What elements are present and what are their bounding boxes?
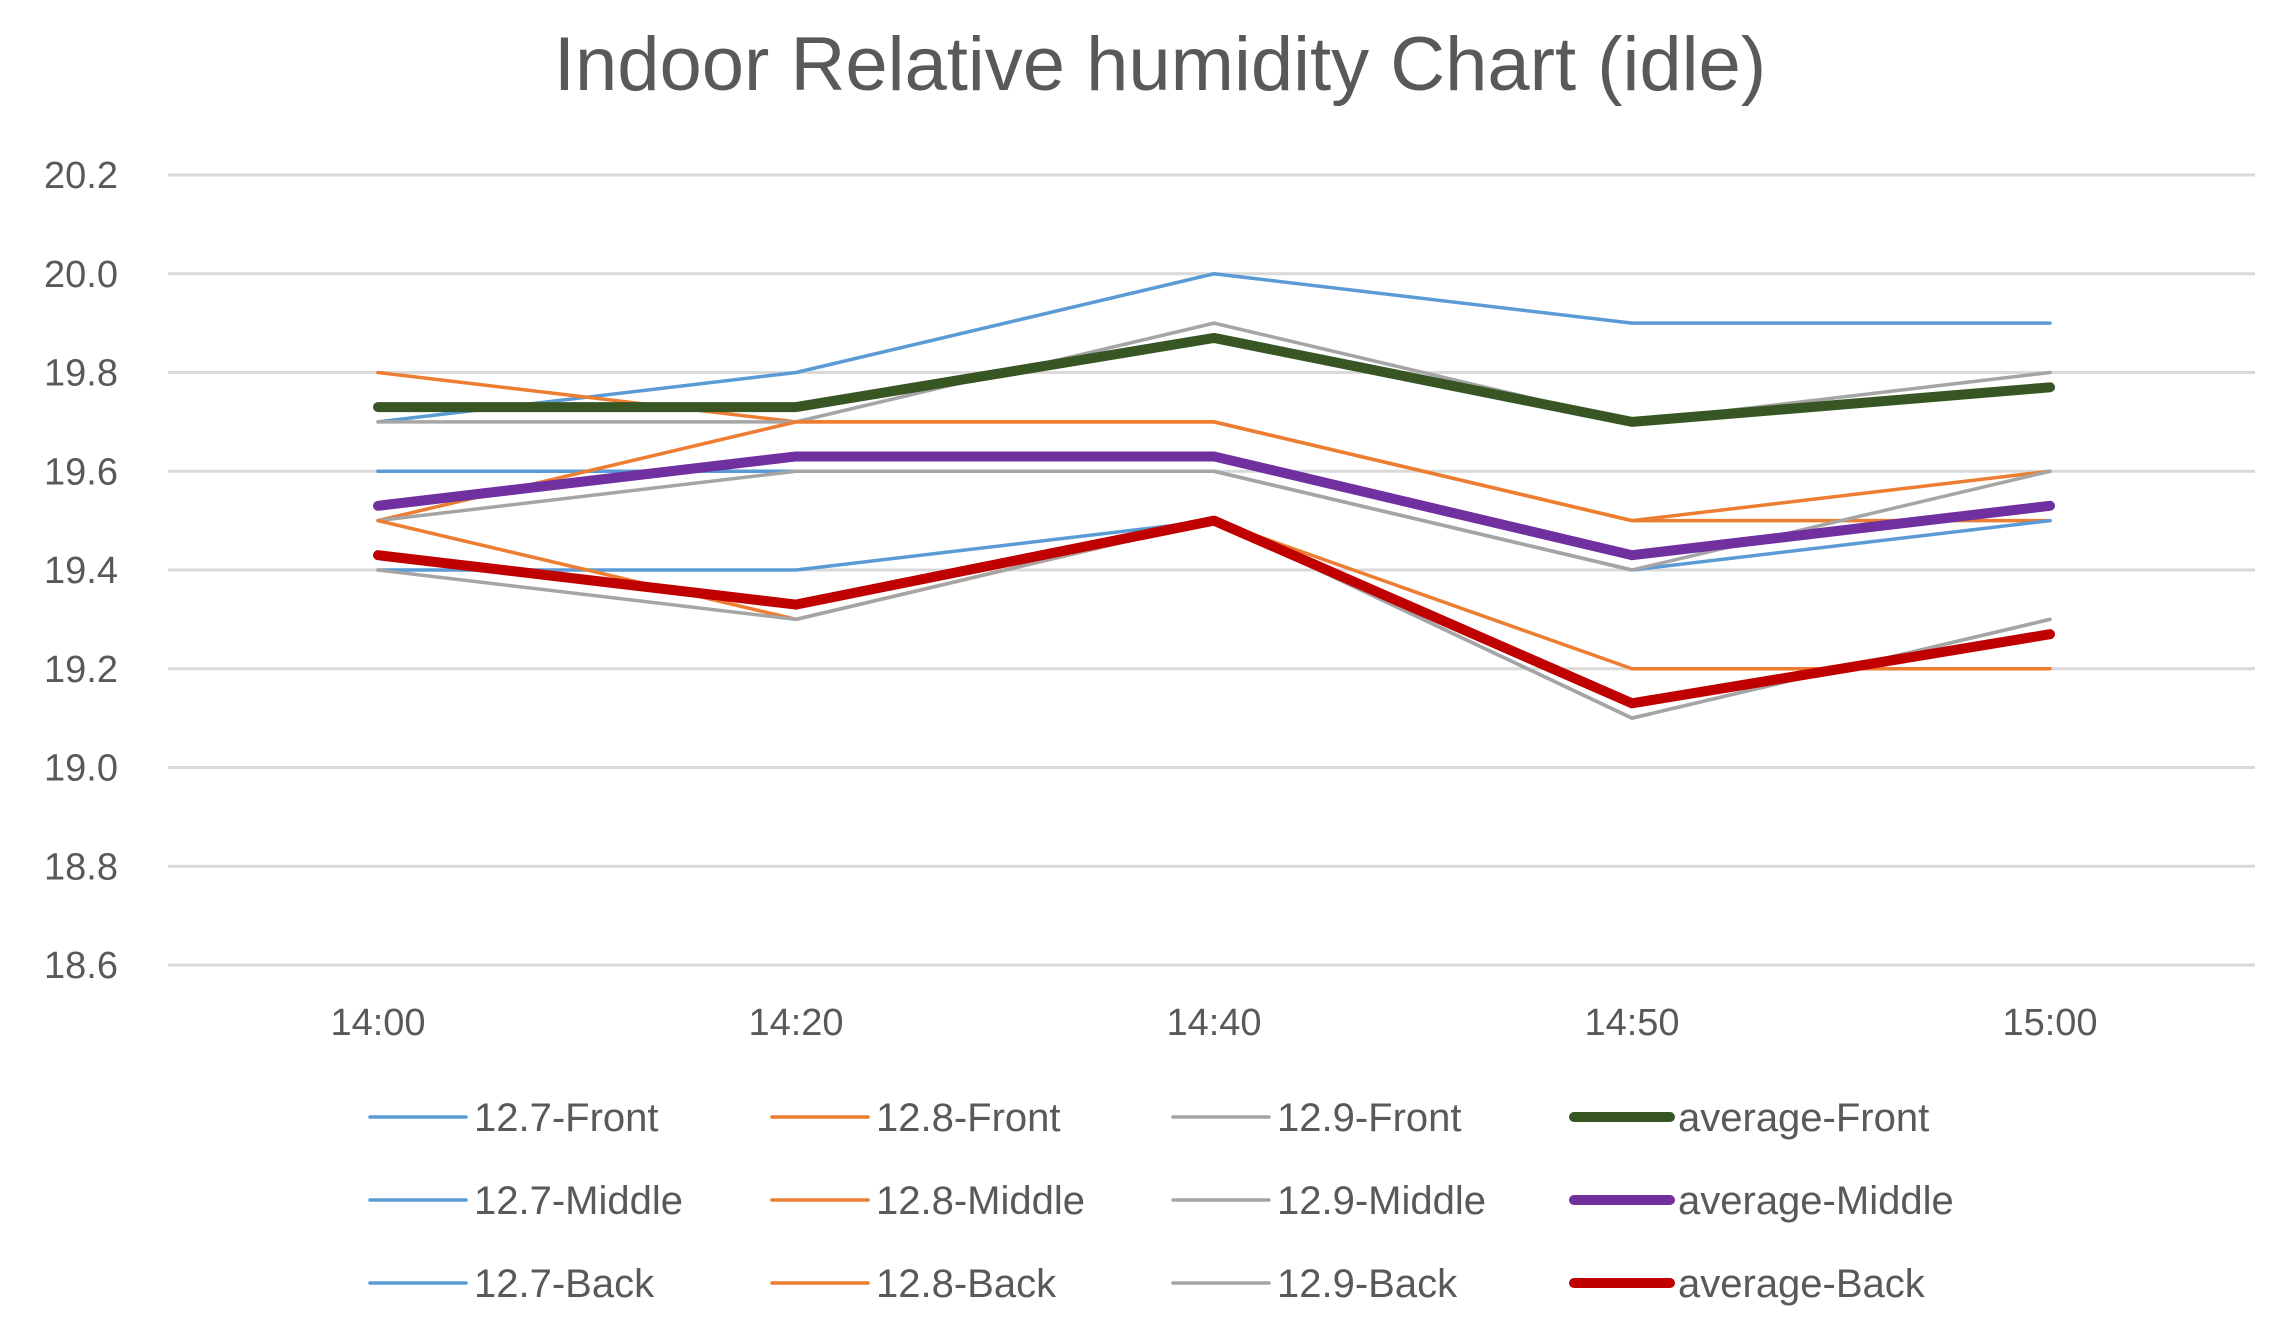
x-tick-label: 14:40 — [1166, 1002, 1261, 1044]
legend-label: average-Middle — [1678, 1179, 1954, 1223]
y-tick-label: 19.8 — [44, 353, 118, 395]
legend-label: 12.8-Middle — [876, 1179, 1085, 1223]
y-tick-label: 19.4 — [44, 550, 118, 592]
legend-label: 12.9-Back — [1277, 1262, 1458, 1306]
series-line-12-8-back — [376, 518, 2052, 671]
legend-label: 12.7-Back — [474, 1262, 655, 1306]
chart-title: Indoor Relative humidity Chart (idle) — [554, 22, 1766, 107]
legend-label: 12.9-Front — [1277, 1096, 1462, 1140]
legend-item-12-7-front: 12.7-Front — [368, 1096, 659, 1140]
y-tick-label: 19.0 — [44, 748, 118, 790]
series-line-average-back — [373, 515, 2055, 709]
legend-item-average-middle: average-Middle — [1569, 1179, 1954, 1223]
y-axis-ticks: 18.6 18.8 19.0 19.2 19.4 19.6 19.8 20.0 20.2 — [44, 155, 118, 987]
legend-label: 12.8-Front — [876, 1096, 1061, 1140]
legend-item-12-8-middle: 12.8-Middle — [770, 1179, 1085, 1223]
legend-item-12-7-middle: 12.7-Middle — [368, 1179, 683, 1223]
legend-label: 12.8-Back — [876, 1262, 1057, 1306]
series-line-average-front — [373, 332, 2055, 427]
legend-item-12-8-front: 12.8-Front — [770, 1096, 1061, 1140]
legend-label: 12.7-Middle — [474, 1179, 683, 1223]
legend-item-average-front: average-Front — [1569, 1096, 1929, 1140]
legend-label: average-Back — [1678, 1262, 1926, 1306]
y-tick-label: 20.2 — [44, 155, 118, 197]
y-tick-label: 20.0 — [44, 254, 118, 296]
legend: 12.7-Front 12.8-Front 12.9-Front average-Fr… — [368, 1096, 1954, 1306]
legend-item-12-9-middle: 12.9-Middle — [1171, 1179, 1486, 1223]
x-tick-label: 14:50 — [1584, 1002, 1679, 1044]
legend-item-average-back: average-Back — [1569, 1262, 1926, 1306]
legend-label: 12.9-Middle — [1277, 1179, 1486, 1223]
x-tick-label: 14:20 — [748, 1002, 843, 1044]
legend-label: average-Front — [1678, 1096, 1929, 1140]
y-tick-label: 19.2 — [44, 649, 118, 691]
y-tick-label: 19.6 — [44, 451, 118, 493]
x-tick-label: 14:00 — [330, 1002, 425, 1044]
y-tick-label: 18.6 — [44, 945, 118, 987]
series-lines — [373, 272, 2055, 720]
series-line-12-7-front — [376, 272, 2052, 424]
y-tick-label: 18.8 — [44, 846, 118, 888]
x-axis-ticks: 14:00 14:20 14:40 14:50 15:00 — [330, 1002, 2097, 1044]
x-tick-label: 15:00 — [2002, 1002, 2097, 1044]
legend-label: 12.7-Front — [474, 1096, 659, 1140]
legend-item-12-9-front: 12.9-Front — [1171, 1096, 1462, 1140]
series-line-average-middle — [373, 451, 2055, 561]
legend-item-12-7-back: 12.7-Back — [368, 1262, 655, 1306]
legend-item-12-8-back: 12.8-Back — [770, 1262, 1057, 1306]
series-line-12-8-middle — [376, 420, 2052, 523]
series-line-12-8-front — [376, 370, 2052, 523]
legend-item-12-9-back: 12.9-Back — [1171, 1262, 1458, 1306]
